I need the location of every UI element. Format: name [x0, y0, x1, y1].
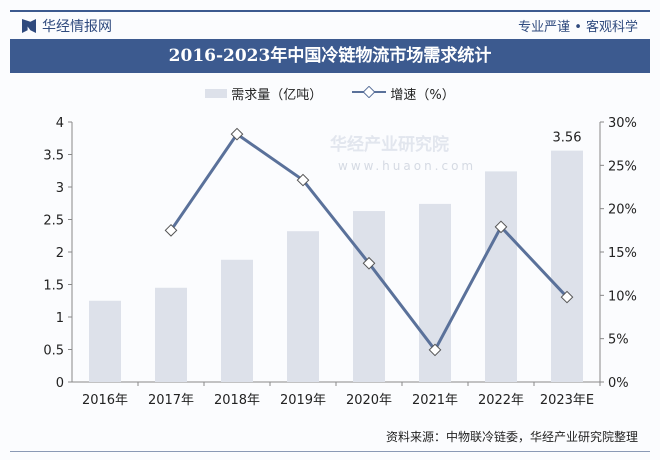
legend-line-label: 增速（%） [390, 88, 455, 103]
bottom-divider [10, 451, 650, 452]
legend-bar-label: 需求量（亿吨） [231, 88, 323, 103]
brand-logo-icon [22, 19, 36, 33]
growth-point [428, 343, 442, 357]
right-tick-label: 20% [608, 203, 637, 218]
left-tick-label: 3.5 [43, 149, 64, 164]
x-tick-label: 2018年 [214, 393, 260, 408]
bar [155, 287, 187, 382]
brand-name: 华经情报网 [42, 19, 112, 35]
x-tick-label: 2021年 [412, 393, 458, 408]
bar [353, 211, 385, 382]
source-note: 资料来源：中物联冷链委，华经产业研究院整理 [385, 430, 638, 444]
left-tick-label: 1 [56, 311, 64, 326]
left-tick-label: 2 [56, 246, 64, 261]
growth-point [560, 290, 574, 304]
left-tick-label: 0 [56, 376, 64, 391]
x-tick-label: 2023年E [540, 393, 594, 408]
x-tick-label: 2019年 [280, 393, 326, 408]
right-tick-label: 10% [608, 289, 637, 304]
growth-point [494, 220, 508, 234]
x-tick-label: 2020年 [346, 393, 392, 408]
bar [485, 171, 517, 382]
legend-bar-swatch [205, 89, 228, 98]
growth-point [362, 256, 376, 270]
left-tick-label: 2.5 [43, 214, 64, 229]
x-tick-label: 2022年 [478, 393, 524, 408]
chart-title: 2016-2023年中国冷链物流市场需求统计 [10, 39, 650, 73]
right-tick-label: 15% [608, 246, 637, 261]
top-divider [10, 10, 650, 12]
left-tick-label: 1.5 [43, 279, 64, 294]
growth-point [164, 223, 178, 237]
left-tick-label: 0.5 [43, 344, 64, 359]
right-tick-label: 0% [608, 376, 629, 391]
right-tick-label: 25% [608, 159, 637, 174]
bar-data-label: 3.56 [553, 131, 582, 146]
x-tick-label: 2016年 [82, 393, 128, 408]
watermark-url: www.huaon.com [338, 159, 476, 173]
left-tick-label: 4 [56, 116, 64, 131]
legend: 需求量（亿吨） 增速（%） [0, 84, 660, 103]
brand: 华经情报网 [22, 16, 112, 36]
bar [551, 150, 583, 382]
growth-point [296, 173, 310, 187]
growth-point [230, 127, 244, 141]
bar [287, 231, 319, 382]
watermark-text: 华经产业研究院 [330, 134, 449, 155]
legend-line-swatch [352, 85, 387, 102]
right-tick-label: 30% [608, 116, 637, 131]
x-tick-label: 2017年 [148, 393, 194, 408]
left-tick-label: 3 [56, 181, 64, 196]
bar [221, 259, 253, 382]
bar [89, 300, 121, 382]
slogan: 专业严谨 • 客观科学 [518, 20, 638, 35]
right-tick-label: 5% [608, 333, 629, 348]
